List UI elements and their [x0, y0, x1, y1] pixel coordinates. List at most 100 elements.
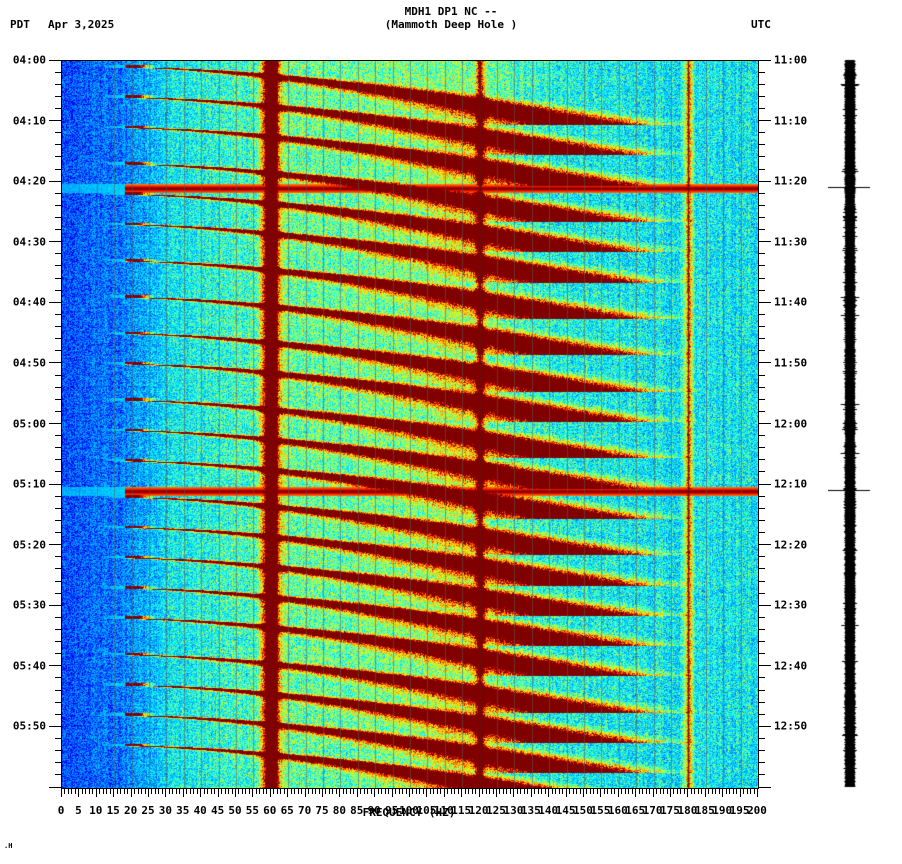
x-axis-tick	[332, 788, 334, 794]
x-axis-tick	[603, 788, 605, 794]
x-axis-label: 50	[228, 804, 242, 817]
x-axis-tick	[283, 788, 285, 794]
left-axis-tick	[49, 483, 62, 485]
x-axis-tick	[269, 788, 271, 797]
x-axis-tick	[652, 788, 654, 797]
x-axis-tick	[186, 788, 188, 794]
x-axis-tick	[172, 788, 174, 794]
x-axis-tick	[214, 788, 216, 794]
right-axis-tick	[758, 447, 765, 449]
right-axis-tick	[758, 483, 771, 485]
x-axis-tick	[676, 788, 678, 794]
left-axis-tick	[55, 471, 62, 473]
x-axis-label: 145	[555, 804, 576, 817]
x-axis-tick	[339, 788, 341, 797]
left-axis-tick	[55, 350, 62, 352]
x-axis-tick	[95, 788, 97, 797]
x-axis-tick	[426, 788, 428, 797]
x-axis-tick	[235, 788, 236, 797]
x-axis-tick	[670, 788, 671, 797]
y-axis-pdt-label: 05:20	[12, 538, 46, 552]
left-axis-tick	[55, 132, 62, 134]
x-axis-tick	[322, 788, 323, 797]
right-axis-tick	[758, 107, 765, 109]
y-axis-utc-label: 11:40	[774, 295, 808, 309]
left-axis-tick	[49, 604, 62, 606]
right-axis-tick	[758, 132, 765, 134]
right-axis-tick	[758, 532, 765, 534]
x-axis-tick	[683, 788, 685, 794]
x-axis-tick	[548, 788, 550, 797]
x-axis-tick	[405, 788, 407, 794]
left-axis-tick	[55, 616, 62, 618]
right-axis-tick	[758, 495, 765, 497]
x-axis-label: 180	[677, 804, 698, 817]
y-axis-pdt-label: 05:10	[12, 477, 46, 491]
right-axis-tick	[758, 689, 765, 691]
x-axis-tick	[732, 788, 734, 794]
y-axis-utc: 11:00 11:10 11:20 11:30 11:40 11:50 12:00 12:10…	[758, 54, 828, 789]
left-axis-tick	[55, 144, 62, 146]
right-axis-tick	[758, 253, 765, 255]
y-axis-pdt-label: 04:30	[12, 235, 46, 249]
left-axis-tick	[49, 301, 62, 303]
x-axis-tick	[701, 788, 703, 794]
y-axis-utc-label: 12:20	[774, 538, 808, 552]
left-axis-tick	[55, 95, 62, 97]
x-axis-tick	[144, 788, 146, 794]
x-axis-tick	[311, 788, 313, 794]
left-axis-tick	[55, 774, 62, 776]
x-axis-label: 55	[245, 804, 260, 817]
x-axis-tick	[238, 788, 240, 794]
x-axis-tick	[116, 788, 118, 794]
x-axis-label: 65	[280, 804, 294, 817]
left-axis-tick	[55, 568, 62, 570]
left-axis-tick	[55, 689, 62, 691]
x-axis-tick	[708, 788, 710, 794]
right-axis-tick	[758, 604, 771, 606]
x-axis-tick	[109, 788, 111, 794]
x-axis-tick	[367, 788, 369, 794]
x-axis-tick	[631, 788, 633, 794]
x-axis-tick	[228, 788, 230, 794]
x-axis-tick	[649, 788, 651, 794]
x-axis-tick	[666, 788, 668, 794]
left-axis-tick	[55, 556, 62, 558]
left-axis-tick	[55, 459, 62, 461]
x-axis-tick	[743, 788, 745, 794]
x-axis-tick	[736, 788, 738, 794]
x-axis-label: 25	[141, 804, 155, 817]
timezone-label-right: UTC	[751, 18, 771, 31]
left-axis-tick	[55, 289, 62, 291]
x-axis-tick	[221, 788, 223, 794]
left-axis-tick	[55, 532, 62, 534]
x-axis-tick	[642, 788, 644, 794]
left-axis-tick	[55, 750, 62, 752]
x-axis-tick	[161, 788, 163, 794]
x-axis-tick	[81, 788, 83, 794]
x-axis-tick	[189, 788, 191, 794]
x-axis-tick	[429, 788, 431, 794]
right-axis-tick	[758, 459, 765, 461]
x-axis-tick	[409, 788, 410, 797]
x-axis-label: 120	[468, 804, 489, 817]
right-axis-tick	[758, 507, 765, 509]
right-axis-tick	[758, 229, 765, 231]
x-axis-tick	[537, 788, 539, 794]
x-axis-tick	[259, 788, 261, 794]
spectrogram-plot[interactable]	[61, 60, 759, 789]
x-axis-tick	[179, 788, 181, 794]
x-axis-tick	[489, 788, 491, 794]
x-axis-tick	[85, 788, 87, 794]
x-axis-tick	[478, 788, 480, 797]
x-axis-tick	[530, 788, 532, 797]
x-axis-tick	[395, 788, 397, 794]
x-axis-tick	[468, 788, 470, 794]
left-axis-tick	[55, 592, 62, 594]
right-axis-tick	[758, 398, 765, 400]
x-axis-tick	[558, 788, 560, 794]
right-axis-tick	[758, 95, 765, 97]
x-axis-tick	[210, 788, 212, 794]
x-axis-tick	[440, 788, 442, 794]
x-axis-tick	[485, 788, 487, 794]
